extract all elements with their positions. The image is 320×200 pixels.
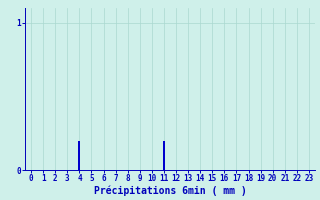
X-axis label: Précipitations 6min ( mm ): Précipitations 6min ( mm )	[94, 186, 246, 196]
Bar	[163, 141, 165, 170]
Bar	[78, 141, 80, 170]
